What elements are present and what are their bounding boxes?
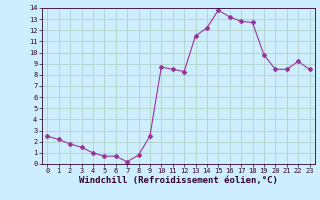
X-axis label: Windchill (Refroidissement éolien,°C): Windchill (Refroidissement éolien,°C) <box>79 176 278 185</box>
